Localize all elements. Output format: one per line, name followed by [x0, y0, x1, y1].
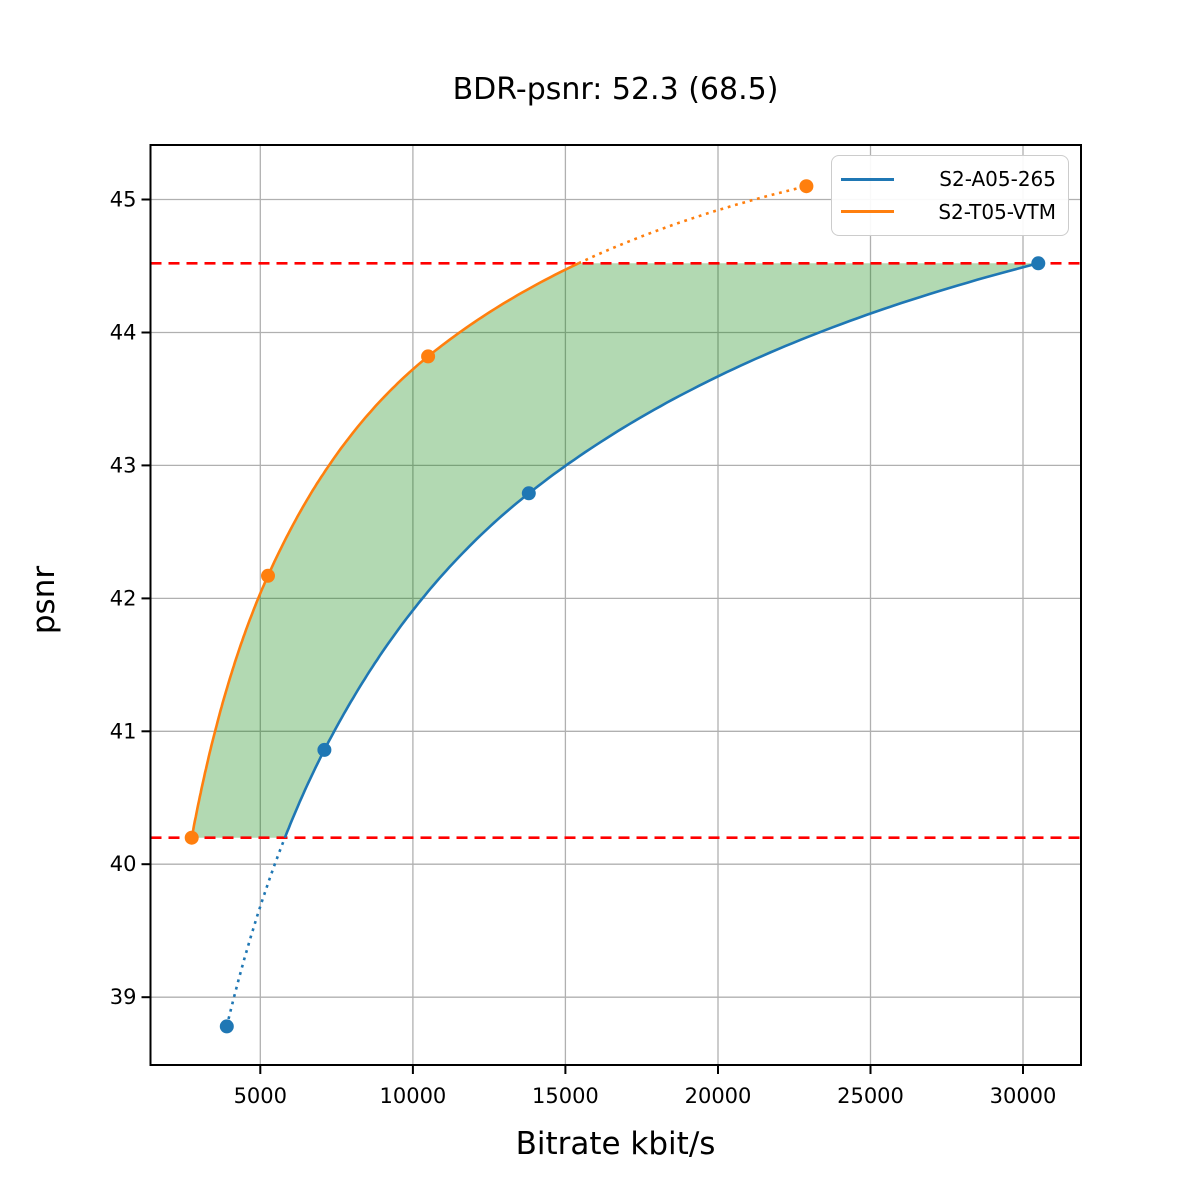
legend: S2-A05-265 S2-T05-VTM: [831, 155, 1069, 236]
legend-line-sample-blue: [841, 177, 894, 181]
series-marker: [184, 830, 199, 845]
series-marker: [1031, 256, 1046, 271]
chart-title: BDR-psnr: 52.3 (68.5): [452, 72, 779, 107]
legend-label: S2-A05-265: [939, 167, 1056, 192]
y-tick-label: 41: [110, 719, 137, 743]
x-tick-label: 5000: [234, 1084, 287, 1108]
x-tick-label: 25000: [837, 1084, 904, 1108]
y-tick-label: 39: [110, 985, 137, 1009]
y-tick-label: 40: [110, 852, 137, 876]
series-line-solid: [283, 262, 1039, 839]
x-tick-label: 20000: [685, 1084, 752, 1108]
plot-border: [149, 144, 1082, 1066]
x-tick-label: 30000: [990, 1084, 1057, 1108]
y-tick-label: 42: [110, 586, 137, 610]
series-marker: [421, 349, 436, 364]
x-tick-label: 15000: [532, 1084, 599, 1108]
legend-item: S2-T05-VTM: [841, 196, 1056, 228]
series-line-dotted: [225, 837, 287, 1027]
series-line-solid: [190, 262, 580, 838]
shaded-bd-region: [191, 263, 1039, 838]
y-axis-label: psnr: [26, 565, 62, 635]
series-marker: [317, 742, 332, 757]
series-marker: [521, 486, 536, 501]
series-marker: [799, 179, 814, 194]
series-marker: [261, 568, 275, 583]
y-tick-label: 43: [110, 453, 137, 477]
legend-item: S2-A05-265: [841, 163, 1056, 195]
legend-label: S2-T05-VTM: [938, 199, 1056, 224]
x-axis-label: Bitrate kbit/s: [515, 1126, 716, 1162]
legend-line-sample-orange: [841, 210, 894, 214]
series-marker: [219, 1019, 234, 1034]
y-tick-label: 45: [110, 188, 137, 212]
series-line-dotted: [577, 184, 807, 265]
y-tick-label: 44: [110, 321, 137, 345]
x-tick-label: 10000: [379, 1084, 446, 1108]
